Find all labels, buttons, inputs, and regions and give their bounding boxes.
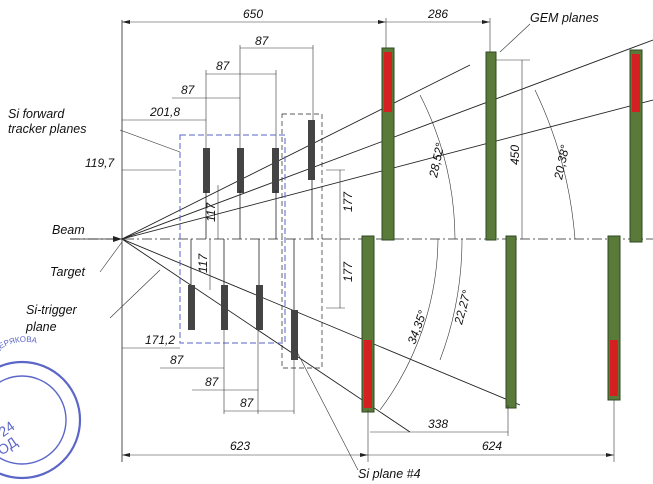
dim-117-lower: 117	[196, 253, 210, 273]
dim-201-8: 201,8	[149, 105, 180, 119]
dim-87-top-3: 87	[181, 83, 196, 97]
dim-624: 624	[482, 439, 502, 453]
institute-stamp: ИМ. М.Г. МЕЩЕРЯКОВА 24 ОД	[0, 335, 82, 480]
label-si-plane-4: Si plane #4	[358, 467, 421, 481]
dim-117-upper: 117	[204, 202, 218, 222]
label-si-forward-2: tracker planes	[8, 122, 87, 136]
angle-34-35: 34,35°	[405, 308, 430, 346]
angle-20-38: 20,38°	[551, 143, 572, 181]
angle-arcs: 28,52° 20,38° 34,35° 22,27°	[379, 89, 576, 411]
dim-87-bot-1: 87	[170, 353, 185, 367]
dim-177-lower: 177	[341, 261, 355, 282]
dim-87-bot-2: 87	[205, 375, 220, 389]
top-dimensions: 650 286 87 87 87 201,8 119,7	[85, 7, 491, 171]
gem-planes-upper	[381, 47, 643, 243]
dim-450: 450	[508, 145, 522, 165]
gem-planes-lower	[361, 235, 621, 413]
bottom-dimensions: 171,2 87 87 87 338 623 624	[122, 330, 615, 462]
si-tracker-blue-frame	[179, 134, 286, 344]
label-gem-planes: GEM planes	[530, 11, 599, 25]
left-labels: Si forward tracker planes Beam Target Si…	[8, 107, 181, 334]
label-beam: Beam	[52, 223, 85, 237]
dim-171-2: 171,2	[145, 333, 175, 347]
si-plane4-frame	[281, 113, 323, 369]
label-si-forward-1: Si forward	[8, 107, 65, 121]
label-si-trigger-2: plane	[25, 320, 57, 334]
si-tracker-upper	[203, 120, 315, 239]
label-si-trigger-1: Si-trigger	[26, 303, 78, 317]
dim-87-top-1: 87	[255, 34, 270, 48]
dim-650: 650	[243, 7, 263, 21]
dim-119-7: 119,7	[85, 156, 115, 170]
dim-286: 286	[427, 7, 448, 21]
si-tracker-lower	[188, 239, 298, 360]
angle-22-27: 22,27°	[451, 288, 474, 326]
dim-623: 623	[230, 439, 250, 453]
dim-87-bot-3: 87	[240, 396, 255, 410]
angle-28-52: 28,52°	[426, 141, 447, 179]
dim-87-top-2: 87	[216, 59, 231, 73]
dim-177-upper: 177	[341, 191, 355, 212]
vertical-dimensions: 117 117 177 177	[196, 169, 355, 309]
label-target: Target	[50, 265, 86, 279]
dim-338: 338	[428, 417, 448, 431]
